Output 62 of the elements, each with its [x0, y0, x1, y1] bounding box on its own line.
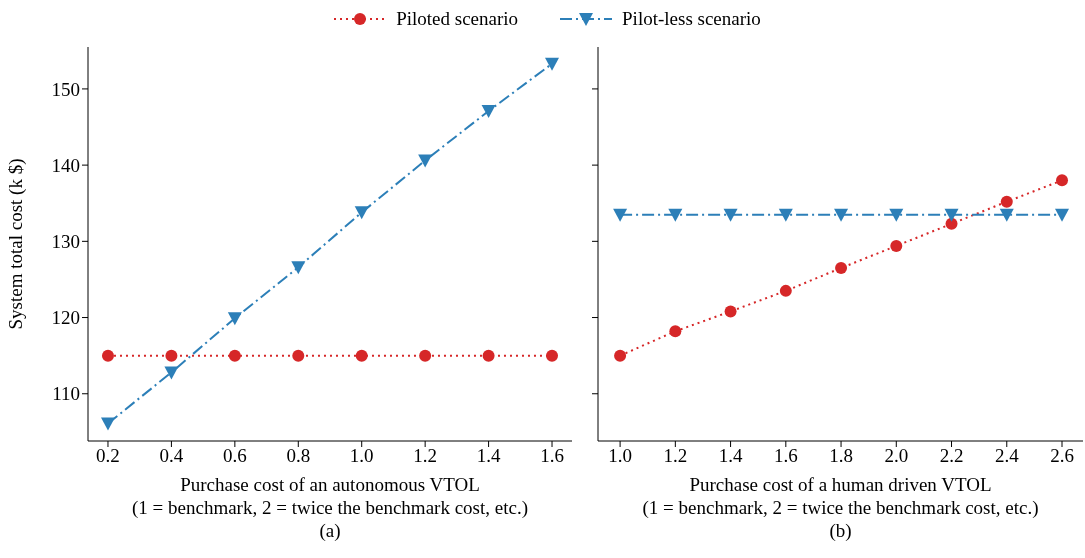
point	[481, 105, 496, 119]
x-tick-label: 2.0	[884, 445, 909, 467]
text: (b)	[829, 520, 852, 542]
point	[291, 261, 306, 275]
x-tick-label: 1.2	[413, 445, 438, 467]
point	[668, 208, 683, 222]
x-tick-label: 0.8	[286, 445, 311, 467]
point	[164, 366, 179, 380]
x-axis-title: Purchase cost of a human driven VTOL (1 = benchmark, 2 = twice the benchmark cost, etc.)	[642, 474, 1039, 519]
point	[999, 208, 1014, 222]
point	[890, 239, 903, 252]
y-tick-label: 150	[51, 78, 80, 100]
point	[834, 208, 849, 222]
point	[1055, 208, 1070, 222]
point	[779, 284, 792, 297]
x-axis-title: Purchase cost of an autonomous VTOL (1 = benchmark, 2 = twice the benchmark cost, etc.)	[131, 474, 529, 519]
y-tick-label: 130	[51, 231, 80, 253]
x-tick-label: 1.6	[773, 445, 798, 467]
y-tick-label: 110	[52, 383, 80, 405]
point	[546, 349, 559, 362]
point	[614, 349, 627, 362]
point	[613, 208, 628, 222]
point	[418, 154, 433, 168]
point	[724, 305, 737, 318]
point	[419, 349, 432, 362]
point	[227, 312, 242, 326]
point	[100, 417, 115, 431]
point	[778, 208, 793, 222]
x-tick-label: 2.2	[939, 445, 964, 467]
point	[101, 349, 114, 362]
point	[944, 208, 959, 222]
x-tick-label: 2.6	[1050, 445, 1074, 467]
point	[482, 349, 495, 362]
x-tick-label: 2.4	[994, 445, 1020, 467]
point	[835, 262, 848, 275]
point	[723, 208, 738, 222]
x-tick-label: 1.8	[829, 445, 853, 467]
x-tick-label: 1.2	[663, 445, 688, 467]
text: (a)	[319, 520, 341, 542]
point	[545, 57, 560, 71]
point	[228, 349, 241, 362]
point	[1000, 195, 1013, 208]
x-tick-label: 1.4	[476, 445, 501, 467]
x-tick-label: 0.4	[159, 445, 184, 467]
point	[889, 208, 904, 222]
point	[1056, 174, 1069, 187]
point	[669, 325, 682, 338]
point	[354, 206, 369, 220]
point	[355, 349, 368, 362]
legend-label: Piloted scenario	[396, 8, 519, 30]
x-tick-label: 1.6	[540, 445, 564, 467]
point	[165, 349, 178, 362]
x-tick-label: 0.6	[222, 445, 247, 467]
y-tick-label: 140	[51, 154, 80, 176]
x-tick-label: 0.2	[96, 445, 120, 467]
x-tick-label: 1.0	[608, 445, 632, 467]
legend-label: Pilot-less scenario	[622, 8, 761, 30]
y-axis-title: System total cost (k $)	[5, 158, 27, 330]
x-tick-label: 1.0	[349, 445, 374, 467]
y-tick-label: 120	[51, 307, 80, 329]
x-tick-label: 1.4	[718, 445, 743, 467]
point	[292, 349, 305, 362]
